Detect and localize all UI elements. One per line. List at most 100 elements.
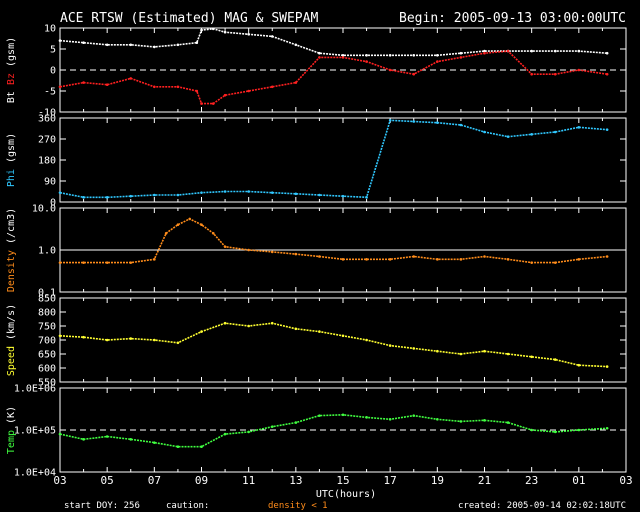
density-caution-note: density < 1: [268, 501, 328, 511]
speed-y-axis-label: Speed (km/s): [6, 304, 17, 376]
speed-series-speed-point: [129, 337, 133, 340]
phi-series-phi-point: [176, 193, 180, 197]
mag-y-tick-label: 0: [50, 66, 56, 77]
phi-series-phi-point: [58, 191, 62, 194]
temp-series-temp-point: [412, 414, 416, 417]
temp-series-temp-point: [153, 441, 156, 444]
mag-series-bt-point: [294, 43, 298, 47]
density-series-density-point: [153, 258, 156, 261]
phi-series-phi-point: [577, 126, 581, 129]
created-time: created: 2005-09-14 02:02:18UTC: [458, 501, 626, 511]
temp-series-temp-point: [506, 421, 510, 424]
mag-series-bz-point: [195, 89, 199, 93]
speed-y-tick-label: 750: [38, 322, 56, 333]
mag-y-axis-label-part: Bz: [6, 73, 17, 91]
temp-series-temp-point: [318, 414, 321, 417]
density-series-density-line: [60, 218, 608, 264]
speed-series-speed-point: [153, 338, 156, 342]
temp-series-temp-point: [200, 445, 203, 449]
temp-series-temp-point: [82, 438, 85, 441]
mag-series-bt-point: [365, 54, 368, 57]
phi-series-phi-point: [483, 130, 486, 134]
phi-series-phi-point: [200, 191, 203, 194]
density-series-density-point: [506, 258, 510, 261]
density-series-density-point: [365, 258, 368, 261]
temp-series-temp-point: [129, 438, 133, 441]
mag-series-bz-point: [211, 102, 215, 105]
mag-series-bt-point: [412, 54, 416, 57]
density-series-density-point: [412, 255, 416, 258]
x-tick-label: 19: [431, 474, 444, 487]
phi-y-tick-label: 0: [50, 198, 56, 209]
density-series-density-point: [388, 258, 392, 261]
speed-series-speed-point: [270, 321, 274, 325]
speed-series-speed-point: [318, 330, 321, 333]
phi-y-tick-label: 180: [38, 156, 56, 167]
phi-series-phi-point: [270, 191, 274, 194]
density-y-tick-label: 1.0: [38, 246, 56, 257]
mag-series-bt-point: [459, 51, 463, 55]
speed-series-speed-point: [200, 330, 203, 333]
temp-series-temp-point: [247, 430, 250, 434]
mag-y-axis-label-part: Bt: [6, 91, 17, 103]
mag-series-bz-point: [105, 83, 109, 86]
density-series-density-point: [605, 255, 609, 258]
speed-y-tick-label: 850: [38, 294, 56, 305]
density-series-density-point: [247, 248, 250, 252]
phi-series-phi-point: [247, 190, 250, 193]
speed-series-speed-point: [247, 324, 250, 328]
speed-series-speed-point: [365, 338, 368, 342]
density-series-density-point: [105, 261, 109, 264]
phi-series-phi-point: [153, 193, 156, 197]
x-axis-label: UTC(hours): [316, 489, 376, 500]
temp-series-temp-point: [105, 435, 109, 438]
temp-series-temp-point: [605, 426, 609, 430]
mag-series-bt-point: [318, 51, 321, 55]
phi-series-phi-point: [105, 196, 109, 199]
density-series-density-point: [577, 258, 581, 261]
phi-series-phi-point: [553, 130, 557, 134]
temp-y-tick-label: 1.0E+05: [14, 426, 56, 437]
speed-series-speed-point: [436, 349, 439, 353]
mag-series-bz-point: [247, 89, 250, 93]
density-series-density-point: [188, 217, 192, 221]
mag-series-bz-point: [129, 77, 133, 80]
mag-y-tick-label: -10: [38, 108, 56, 119]
x-tick-label: 09: [195, 474, 208, 487]
density-series-density-point: [436, 258, 439, 261]
mag-series-bt-point: [153, 45, 156, 49]
temp-series-temp-point: [270, 425, 274, 428]
mag-series-bt-point: [129, 43, 133, 47]
phi-series-phi-point: [82, 196, 85, 199]
density-series-density-point: [223, 245, 227, 248]
x-tick-label: 05: [101, 474, 114, 487]
temp-y-axis-label-part: Temp: [6, 430, 17, 454]
phi-y-tick-label: 360: [38, 114, 56, 125]
mag-series-bt-point: [105, 43, 109, 47]
phi-series-phi-point: [318, 193, 321, 197]
mag-y-axis-label: Bt Bz (gsm): [6, 37, 17, 103]
mag-series-bz-point: [506, 49, 510, 53]
mag-series-bt-point: [82, 41, 85, 44]
phi-series-phi-point: [530, 133, 533, 136]
temp-series-temp-line: [59, 413, 608, 448]
density-y-tick-label: 10.0: [32, 204, 56, 215]
temp-series-temp-point: [341, 413, 345, 417]
x-tick-label: 13: [289, 474, 302, 487]
speed-series-speed-point: [176, 341, 180, 345]
mag-series-bz-point: [341, 56, 345, 59]
mag-series-bt-point: [605, 51, 609, 55]
mag-series-bz-point: [318, 56, 321, 59]
mag-series-bt-point: [176, 43, 180, 47]
mag-series-bt-point: [483, 49, 486, 53]
speed-y-tick-label: 700: [38, 336, 56, 347]
mag-series-bt-point: [200, 28, 203, 32]
phi-series-phi-point: [341, 194, 345, 198]
speed-series-speed-point: [459, 352, 463, 356]
mag-series-bz-point: [553, 72, 557, 76]
x-tick-label: 03: [53, 474, 66, 487]
mag-series-bz-point: [82, 81, 85, 84]
mag-series-bt-point: [388, 54, 392, 57]
phi-y-axis-label: Phi (gsm): [6, 133, 17, 187]
phi-series-phi-point: [506, 135, 510, 138]
